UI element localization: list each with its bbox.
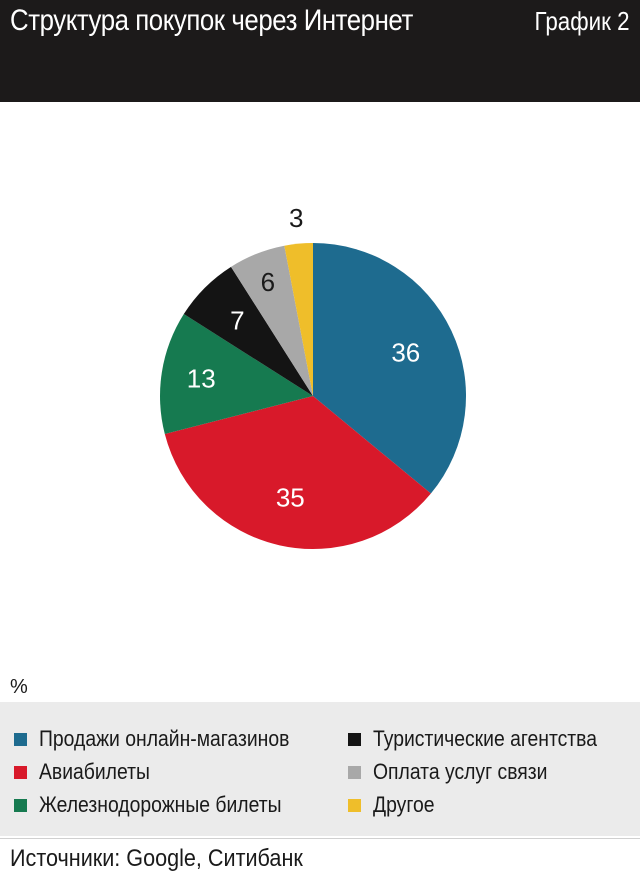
pie-chart: 36 35 13 76 3 [160,203,467,550]
legend-swatch [348,798,361,812]
divider [0,838,640,839]
unit-label: % [10,676,28,698]
legend-item-online-stores: Продажи онлайн-магазинов [14,726,324,752]
pie-slice-rail-tickets [160,314,313,435]
pie-slice-online-stores [313,243,467,494]
legend-item-telecom-payment: Оплата услуг связи [348,759,571,785]
legend-label: Оплата услуг связи [373,759,548,784]
legend: Продажи онлайн-магазинов Авиабилеты Желе… [0,702,640,836]
data-label-rail-tickets: 13 [187,363,216,393]
legend-item-other: Другое [348,792,443,818]
legend-item-air-tickets: Авиабилеты [14,759,165,785]
legend-label: Туристические агентства [373,726,598,751]
data-label-air-tickets: 35 [276,483,305,513]
chart-number: График 2 [534,6,630,36]
chart-header: Структура покупок через Интернет График … [0,0,640,102]
pie-slice-telecom-payment [231,245,313,396]
chart-title: Структура покупок через Интернет [10,4,413,37]
pie-slice-travel-agencies [183,266,313,396]
legend-item-rail-tickets: Железнодорожные билеты [14,792,315,818]
legend-label: Железнодорожные билеты [39,792,282,817]
pie-slice-other [284,243,313,396]
pie-slice-air-tickets [164,396,431,550]
legend-label: Продажи онлайн-магазинов [39,726,290,751]
source-note: Источники: Google, Ситибанк [10,845,303,872]
legend-swatch [348,765,361,779]
legend-swatch [348,732,361,746]
data-label-other: 3 [289,203,303,233]
legend-label: Авиабилеты [39,759,150,784]
legend-swatch [14,798,27,812]
data-label-telecom-payment: 6 [261,267,275,297]
plot-area: 36 35 13 7 6 3 [0,102,640,702]
legend-swatch [14,765,27,779]
data-label-online-stores: 36 [391,337,420,367]
legend-swatch [14,732,27,746]
legend-item-travel-agencies: Туристические агентства [348,726,628,752]
data-label-travel-agencies: 7 [230,305,244,335]
legend-label: Другое [373,792,435,817]
